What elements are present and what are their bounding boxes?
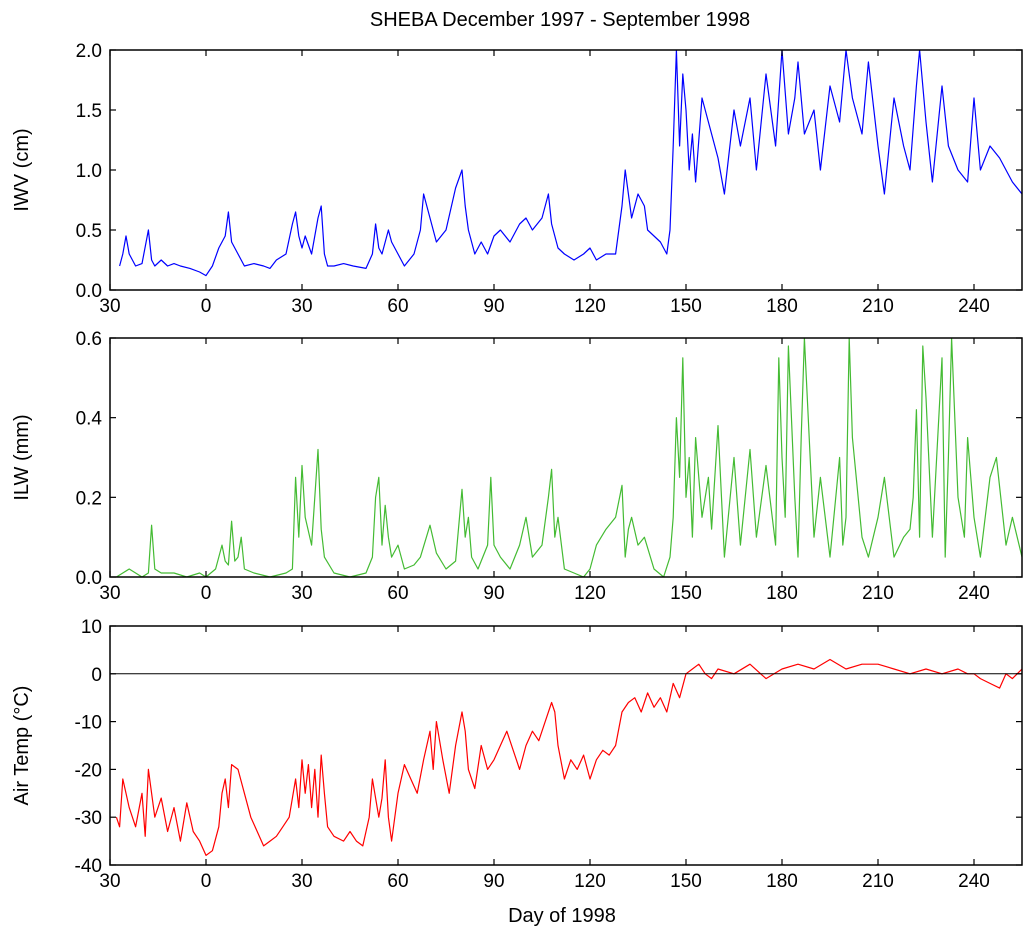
panel-3: 30 0 30 60 90 120 150 180 210 240 -40 -30 -20 -10 0 10 A… — [11, 617, 1023, 892]
panels-group: 30 0 30 60 90 120 150 180 210 240 0.0 0.5 1.0 1.5 2.0 I… — [11, 41, 1023, 892]
y-tick-label: -20 — [75, 760, 102, 781]
y-tick-label: 0.0 — [76, 281, 102, 302]
y-tick-label: 1.5 — [76, 101, 102, 122]
x-tick-label: 90 — [483, 871, 504, 892]
panel-1: 30 0 30 60 90 120 150 180 210 240 0.0 0.5 1.0 1.5 2.0 I… — [11, 41, 1023, 317]
x-tick-label: 180 — [766, 296, 798, 317]
x-tick-label: 150 — [670, 583, 702, 604]
series-line-2 — [116, 338, 1022, 577]
x-tick-label: 30 — [99, 871, 120, 892]
x-tick-label: 30 — [291, 296, 312, 317]
x-axis-label: Day of 1998 — [508, 905, 616, 927]
y-tick-label: 0.6 — [76, 329, 102, 350]
y-axis-label-1: IWV (cm) — [11, 128, 33, 211]
x-tick-label: 120 — [574, 871, 606, 892]
x-tick-label: 60 — [387, 871, 408, 892]
x-tick-label: 60 — [387, 296, 408, 317]
x-tick-label: 90 — [483, 296, 504, 317]
x-tick-label: 240 — [958, 296, 990, 317]
x-tick-label: 30 — [99, 583, 120, 604]
x-tick-label: 30 — [291, 583, 312, 604]
x-tick-label: 180 — [766, 583, 798, 604]
y-tick-label: -30 — [75, 808, 102, 829]
x-tick-label: 210 — [862, 296, 894, 317]
y-axis-label-2: ILW (mm) — [11, 414, 33, 500]
series-line-3 — [115, 658, 1022, 857]
panel-2: 30 0 30 60 90 120 150 180 210 240 0.0 0.2 0.4 0.6 ILW … — [11, 329, 1023, 604]
panel-frame — [109, 625, 1023, 866]
y-tick-label: 0.2 — [76, 488, 102, 509]
x-tick-label: 30 — [291, 871, 312, 892]
chart-title: SHEBA December 1997 - September 1998 — [370, 9, 750, 31]
y-tick-label: 0 — [91, 665, 102, 686]
x-tick-label: 90 — [483, 583, 504, 604]
y-tick-label: 10 — [81, 617, 102, 638]
panel-frame — [109, 337, 1023, 578]
x-tick-label: 0 — [201, 871, 212, 892]
x-tick-label: 150 — [670, 871, 702, 892]
y-tick-label: 1.0 — [76, 161, 102, 182]
x-tick-label: 120 — [574, 583, 606, 604]
x-tick-label: 180 — [766, 871, 798, 892]
y-tick-label: 2.0 — [76, 41, 102, 62]
series-line-1 — [119, 50, 1022, 277]
y-tick-label: 0.4 — [76, 409, 103, 430]
x-tick-label: 60 — [387, 583, 408, 604]
x-tick-label: 30 — [99, 296, 120, 317]
panel-frame — [109, 49, 1023, 291]
y-tick-label: 0.5 — [76, 221, 102, 242]
y-axis-label-3: Air Temp (°C) — [11, 686, 33, 806]
x-tick-label: 240 — [958, 871, 990, 892]
y-tick-label: -40 — [75, 856, 102, 877]
x-tick-label: 210 — [862, 583, 894, 604]
x-tick-label: 210 — [862, 871, 894, 892]
x-tick-label: 0 — [201, 583, 212, 604]
x-tick-label: 240 — [958, 583, 990, 604]
x-tick-label: 0 — [201, 296, 212, 317]
x-tick-label: 120 — [574, 296, 606, 317]
y-tick-label: 0.0 — [76, 568, 102, 589]
x-tick-label: 150 — [670, 296, 702, 317]
y-tick-label: -10 — [75, 713, 102, 734]
